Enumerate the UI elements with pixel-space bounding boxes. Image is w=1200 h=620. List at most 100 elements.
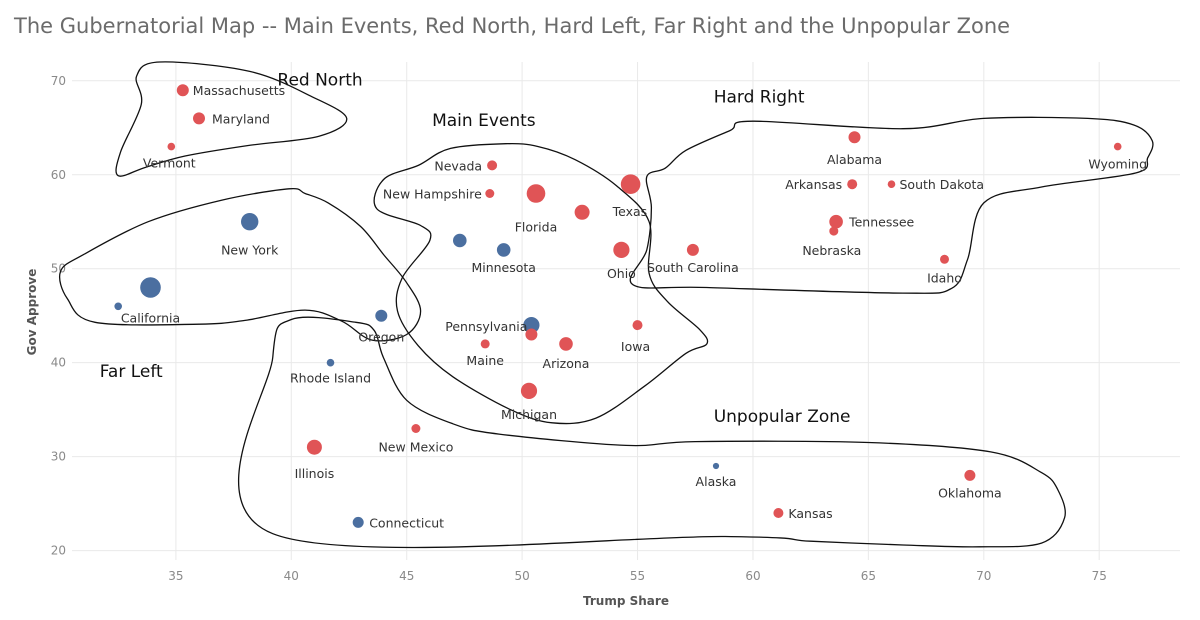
point-massachusetts[interactable] xyxy=(176,84,189,97)
region-outlines xyxy=(58,61,1154,549)
label-minnesota: Minnesota xyxy=(471,260,536,275)
y-axis-label: Gov Approve xyxy=(25,269,39,356)
point-oklahoma[interactable] xyxy=(964,469,976,481)
label-idaho: Idaho xyxy=(927,270,962,285)
point-south-carolina[interactable] xyxy=(686,243,699,256)
label-pennsylvania: Pennsylvania xyxy=(445,319,527,334)
region-labels: Red North Main Events Hard Right Far Left Un… xyxy=(100,71,851,427)
point-idaho[interactable] xyxy=(940,254,949,264)
x-tick-label: 65 xyxy=(861,569,876,583)
point-connecticut[interactable] xyxy=(352,516,364,528)
label-alabama: Alabama xyxy=(827,152,882,167)
label-new-mexico: New Mexico xyxy=(378,440,453,455)
point-maryland[interactable] xyxy=(193,112,205,125)
point-nevada[interactable] xyxy=(487,160,498,171)
label-michigan: Michigan xyxy=(501,407,557,422)
region-outline-far-left xyxy=(58,187,422,342)
label-ohio: Ohio xyxy=(607,266,636,281)
point-oregon[interactable] xyxy=(375,309,388,322)
label-iowa: Iowa xyxy=(621,339,650,354)
label-california: California xyxy=(121,311,180,326)
point-new-hampshire[interactable] xyxy=(485,189,495,198)
label-kansas: Kansas xyxy=(788,506,832,521)
point-labels: Massachusetts Maryland Vermont New York Cali… xyxy=(121,83,1147,530)
point-rhode-island[interactable] xyxy=(326,358,335,367)
label-nevada: Nevada xyxy=(434,158,482,173)
region-label-main-events: Main Events xyxy=(432,111,536,131)
point-kansas[interactable] xyxy=(773,508,784,518)
point-arizona[interactable] xyxy=(559,337,573,351)
y-tick-label: 40 xyxy=(51,356,66,370)
label-oklahoma: Oklahoma xyxy=(938,485,1002,500)
x-tick-label: 45 xyxy=(399,569,414,583)
point-arkansas[interactable] xyxy=(847,179,858,190)
label-illinois: Illinois xyxy=(295,466,335,481)
point-florida[interactable] xyxy=(526,184,546,203)
point-tennessee[interactable] xyxy=(829,214,843,229)
point-california[interactable] xyxy=(140,277,161,298)
point-unlabeled-20[interactable] xyxy=(525,328,538,341)
point-alabama[interactable] xyxy=(848,131,861,144)
point-texas[interactable] xyxy=(620,174,641,194)
label-new-york: New York xyxy=(221,243,279,258)
label-south-carolina: South Carolina xyxy=(647,260,739,275)
label-arkansas: Arkansas xyxy=(785,177,842,192)
y-tick-label: 60 xyxy=(51,168,66,182)
gridlines xyxy=(72,62,1180,560)
region-outline-red-north xyxy=(115,61,348,177)
label-florida: Florida xyxy=(515,220,558,235)
label-arizona: Arizona xyxy=(543,356,590,371)
label-alaska: Alaska xyxy=(696,474,737,489)
chart-title: The Gubernatorial Map -- Main Events, Re… xyxy=(14,14,1011,38)
point-vermont[interactable] xyxy=(167,142,176,151)
point-wyoming[interactable] xyxy=(1113,142,1122,151)
region-label-far-left: Far Left xyxy=(100,362,163,382)
region-outline-unpopular-zone xyxy=(238,316,1066,549)
x-tick-label: 70 xyxy=(976,569,991,583)
point-pennsylvania[interactable] xyxy=(523,317,540,334)
point-new-mexico[interactable] xyxy=(411,424,421,433)
data-points xyxy=(114,84,1122,528)
y-tick-label: 50 xyxy=(51,262,66,276)
label-tennessee: Tennessee xyxy=(848,215,914,230)
region-outline-hard-right xyxy=(629,116,1154,294)
label-texas: Texas xyxy=(612,204,648,219)
x-tick-label: 75 xyxy=(1092,569,1107,583)
x-tick-label: 35 xyxy=(168,569,183,583)
region-label-unpopular-zone: Unpopular Zone xyxy=(714,407,851,427)
point-nebraska[interactable] xyxy=(829,226,839,236)
point-south-dakota[interactable] xyxy=(887,180,896,188)
y-tick-label: 20 xyxy=(51,544,66,558)
label-connecticut: Connecticut xyxy=(369,515,444,530)
point-iowa[interactable] xyxy=(632,320,643,331)
point-unlabeled-16[interactable] xyxy=(574,204,590,220)
point-new-york[interactable] xyxy=(241,213,259,231)
label-massachusetts: Massachusetts xyxy=(193,83,285,98)
x-tick-label: 50 xyxy=(514,569,529,583)
point-michigan[interactable] xyxy=(520,382,538,399)
x-axis-label: Trump Share xyxy=(583,594,669,608)
label-vermont: Vermont xyxy=(143,156,196,171)
x-tick-label: 55 xyxy=(630,569,645,583)
x-tick-label: 40 xyxy=(284,569,299,583)
point-ohio[interactable] xyxy=(613,241,630,258)
point-alaska[interactable] xyxy=(712,462,720,470)
point-minnesota[interactable] xyxy=(496,243,511,257)
y-tick-label: 30 xyxy=(51,450,66,464)
region-outline-main-events xyxy=(373,142,709,425)
region-label-hard-right: Hard Right xyxy=(714,87,805,107)
label-rhode-island: Rhode Island xyxy=(290,371,371,386)
x-tick-label: 60 xyxy=(745,569,760,583)
axis-ticks: 35 40 45 50 55 60 65 70 75 20 30 40 50 60 70 xyxy=(51,74,1107,583)
label-maine: Maine xyxy=(466,353,504,368)
point-unlabeled-5[interactable] xyxy=(114,302,122,311)
point-illinois[interactable] xyxy=(306,439,322,455)
label-wyoming: Wyoming xyxy=(1088,157,1147,172)
y-tick-label: 70 xyxy=(51,74,66,88)
label-south-dakota: South Dakota xyxy=(900,177,985,192)
point-unlabeled-14[interactable] xyxy=(453,233,467,248)
label-new-hampshire: New Hampshire xyxy=(383,187,482,202)
point-maine[interactable] xyxy=(480,339,490,349)
label-oregon: Oregon xyxy=(358,330,404,345)
